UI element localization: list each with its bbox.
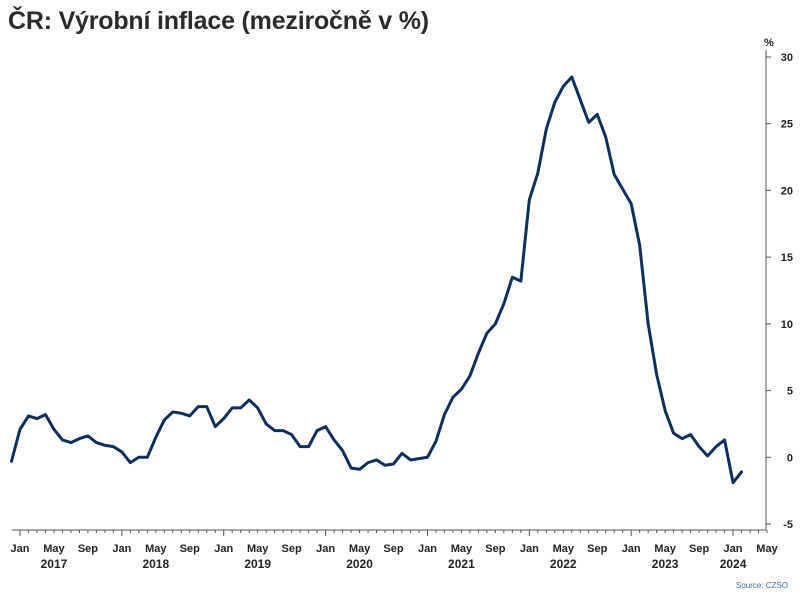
x-tick-label: Sep [383,543,403,555]
x-tick-label: Jan [112,543,131,555]
chart-title: ČR: Výrobní inflace (meziročně v %) [8,7,429,35]
x-tick-label: Sep [587,543,607,555]
x-year-label: 2018 [142,557,169,571]
x-tick-label: Jan [418,543,437,555]
x-year-label: 2020 [346,557,373,571]
x-tick-label: Sep [180,543,200,555]
y-tick-label: 30 [781,52,793,64]
x-tick-label: May [451,543,473,555]
x-axis-ticks: Jan May Sep Jan May Sep Jan May Sep Jan May Sep Jan M… [11,530,779,571]
y-tick-label: -5 [783,519,793,531]
x-tick-label: Jan [11,543,30,555]
x-tick-label: Sep [282,543,302,555]
x-tick-label: Jan [622,543,641,555]
y-unit-label: % [764,37,774,49]
y-tick-label: 10 [781,319,793,331]
y-tick-label: 20 [781,185,793,197]
series-line [10,75,744,485]
x-year-label: 2023 [652,557,679,571]
x-tick-label: Jan [316,543,335,555]
axes [12,50,767,531]
x-year-label: 2019 [244,557,271,571]
y-tick-label: 5 [787,386,793,398]
x-tick-label: May [756,543,778,555]
y-tick-label: 25 [781,119,793,131]
x-tick-label: Sep [689,543,709,555]
series-group [10,75,744,485]
x-tick-label: Sep [485,543,505,555]
y-axis-ticks: -5 0 5 10 15 20 25 30 [766,52,793,531]
x-tick-label: Jan [214,543,233,555]
x-year-label: 2024 [720,557,747,571]
x-tick-label: May [654,543,676,555]
y-tick-label: 0 [787,452,793,464]
x-tick-label: Jan [724,543,743,555]
y-tick-label: 15 [781,252,793,264]
x-tick-label: May [247,543,269,555]
x-tick-label: Jan [520,543,539,555]
x-year-label: 2017 [41,557,68,571]
x-year-label: 2021 [448,557,475,571]
x-tick-label: May [43,543,65,555]
x-tick-label: May [553,543,575,555]
x-tick-label: May [349,543,371,555]
source-note: Source: CZSO [736,581,788,590]
x-tick-label: May [145,543,167,555]
x-year-label: 2022 [550,557,577,571]
x-tick-label: Sep [78,543,98,555]
